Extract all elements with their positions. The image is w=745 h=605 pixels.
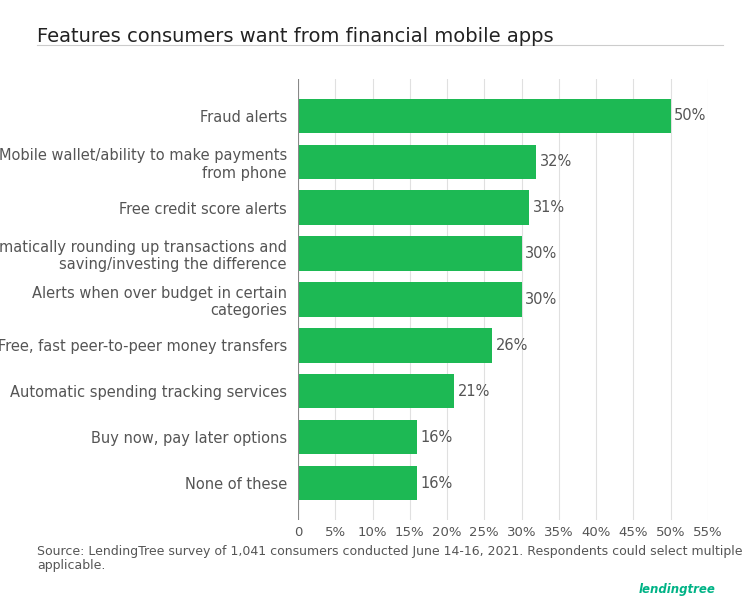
Bar <box>298 237 522 271</box>
Bar <box>298 420 417 454</box>
Text: Source: LendingTree survey of 1,041 consumers conducted June 14-16, 2021. Respon: Source: LendingTree survey of 1,041 cons… <box>37 544 745 572</box>
Bar <box>298 99 670 133</box>
Text: 50%: 50% <box>674 108 706 123</box>
Text: lendingtree: lendingtree <box>638 583 715 596</box>
Text: 32%: 32% <box>540 154 572 169</box>
Bar <box>298 466 417 500</box>
Text: 16%: 16% <box>421 430 453 445</box>
Text: 26%: 26% <box>495 338 527 353</box>
Text: 30%: 30% <box>525 246 557 261</box>
Text: 21%: 21% <box>458 384 490 399</box>
Bar <box>298 374 454 408</box>
Text: 30%: 30% <box>525 292 557 307</box>
Text: 31%: 31% <box>533 200 565 215</box>
Bar <box>298 328 492 362</box>
Text: 16%: 16% <box>421 476 453 491</box>
Text: Features consumers want from financial mobile apps: Features consumers want from financial m… <box>37 27 554 46</box>
Bar <box>298 145 536 179</box>
Bar <box>298 191 529 225</box>
Bar <box>298 283 522 316</box>
